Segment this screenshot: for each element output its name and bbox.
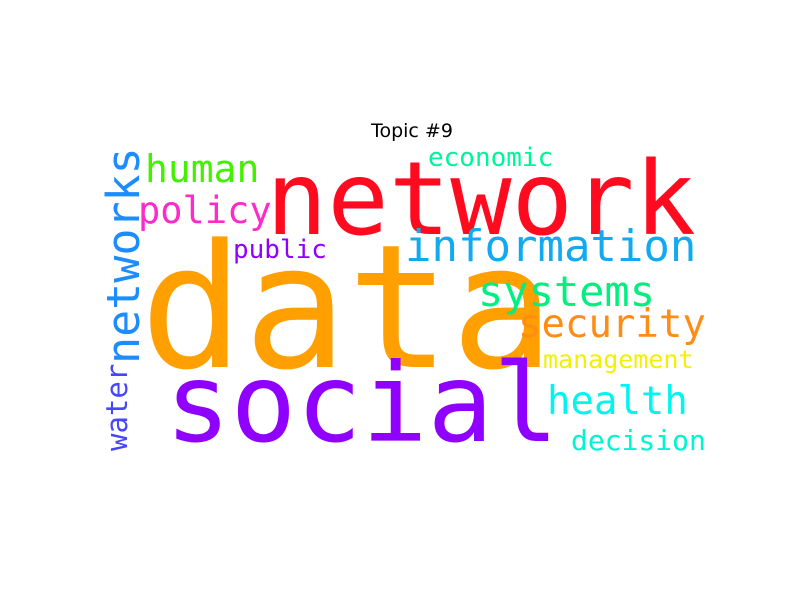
word-security: security (518, 302, 706, 347)
word-information: information (405, 221, 697, 272)
word-network: network (266, 140, 696, 259)
word-decision: decision (571, 424, 706, 457)
word-management: management (543, 345, 694, 374)
word-data: data (140, 207, 555, 408)
word-water: water (100, 363, 134, 451)
word-networks: networks (97, 147, 150, 364)
figure-title: Topic #9 (371, 120, 453, 142)
word-social: social (165, 340, 559, 467)
word-systems: systems (478, 267, 656, 316)
word-public: public (233, 235, 327, 265)
word-policy: policy (138, 189, 272, 232)
word-health: health (547, 379, 688, 424)
word-human: human (145, 147, 260, 191)
word-economic: economic (428, 143, 554, 173)
